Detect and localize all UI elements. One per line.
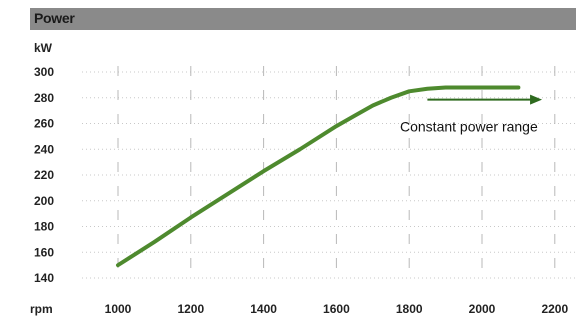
- chart-header-bar: Power: [30, 8, 576, 30]
- x-tick-label: 2000: [469, 302, 496, 316]
- x-tick-label: 1600: [323, 302, 350, 316]
- x-axis-unit-label: rpm: [30, 302, 53, 316]
- x-tick-label: 1400: [250, 302, 277, 316]
- x-tick-label: 1200: [177, 302, 204, 316]
- y-tick-label: 200: [34, 194, 54, 208]
- y-tick-label: 260: [34, 117, 54, 131]
- y-tick-label: 160: [34, 245, 54, 259]
- y-tick-label: 300: [34, 65, 54, 79]
- x-tick-label: 1800: [396, 302, 423, 316]
- y-tick-label: 280: [34, 91, 54, 105]
- y-tick-label: 240: [34, 142, 54, 156]
- constant-power-arrow-head: [530, 94, 543, 105]
- y-tick-label: 180: [34, 220, 54, 234]
- constant-power-range-label: Constant power range: [400, 119, 538, 135]
- x-tick-label: 1000: [105, 302, 132, 316]
- chart-title: Power: [34, 10, 75, 26]
- x-tick-label: 2200: [541, 302, 568, 316]
- y-tick-label: 220: [34, 168, 54, 182]
- power-series-line: [116, 85, 521, 268]
- y-tick-label: 140: [34, 271, 54, 285]
- y-axis-unit-label: kW: [34, 41, 53, 55]
